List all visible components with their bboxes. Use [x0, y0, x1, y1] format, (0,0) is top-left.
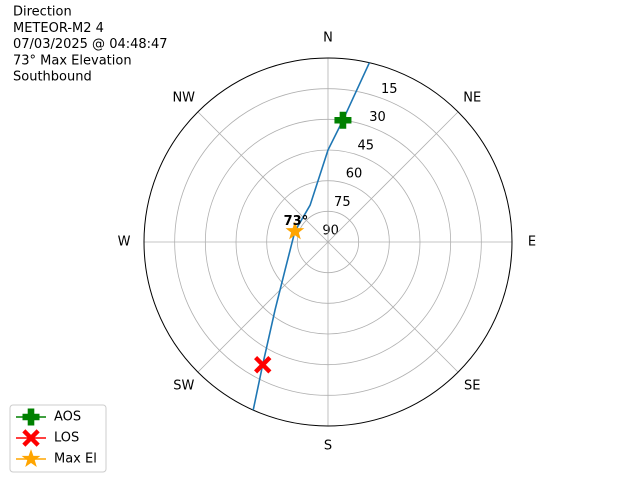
- title-line: METEOR-M2 4: [13, 21, 104, 36]
- legend-label: Max El: [54, 452, 97, 467]
- title-line: Southbound: [13, 70, 92, 85]
- theta-tick-label: S: [324, 439, 332, 454]
- grid-spoke: [327, 241, 459, 373]
- grid-spoke: [197, 111, 329, 243]
- title-line: 07/03/2025 @ 04:48:47: [13, 37, 168, 52]
- theta-tick-label: N: [323, 31, 333, 46]
- r-tick-label: 90: [322, 223, 339, 238]
- marker-star: [285, 221, 305, 240]
- title-line: 73° Max Elevation: [13, 53, 132, 68]
- title-line: Direction: [13, 5, 72, 20]
- track-line: [252, 62, 371, 411]
- legend-marker: [21, 449, 41, 468]
- legend-marker: [22, 408, 40, 426]
- theta-tick-label: SW: [173, 379, 194, 394]
- theta-tick-label: E: [528, 235, 536, 250]
- r-tick-label: 45: [358, 138, 375, 153]
- r-tick-label: 30: [369, 110, 386, 125]
- r-tick-label: 60: [346, 167, 363, 182]
- marker-x: [254, 356, 272, 374]
- theta-tick-label: W: [118, 235, 131, 250]
- theta-tick-label: NE: [463, 90, 481, 105]
- theta-tick-label: NW: [172, 90, 195, 105]
- r-tick-label: 15: [381, 82, 398, 97]
- theta-tick-label: SE: [464, 379, 480, 394]
- legend-marker: [22, 429, 40, 447]
- marker-plus: [334, 111, 352, 129]
- grid-spoke: [197, 241, 329, 373]
- r-tick-label: 75: [334, 195, 351, 210]
- legend-label: AOS: [54, 410, 81, 425]
- annotation: 73°: [284, 214, 309, 229]
- legend-label: LOS: [54, 431, 79, 446]
- polar-frame: [143, 57, 513, 427]
- grid-spoke: [327, 111, 459, 243]
